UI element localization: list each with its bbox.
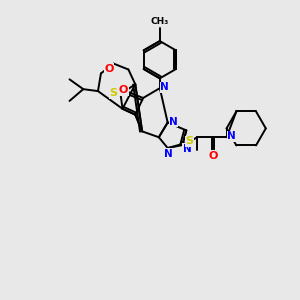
Text: O: O <box>208 151 218 161</box>
Text: O: O <box>119 85 128 95</box>
Text: N: N <box>227 131 236 141</box>
Text: S: S <box>110 88 118 98</box>
Text: CH₃: CH₃ <box>151 17 169 26</box>
Text: O: O <box>104 64 113 74</box>
Text: S: S <box>185 136 193 146</box>
Text: N: N <box>169 116 178 127</box>
Text: N: N <box>160 82 169 92</box>
Text: N: N <box>164 149 173 159</box>
Text: N: N <box>183 144 192 154</box>
